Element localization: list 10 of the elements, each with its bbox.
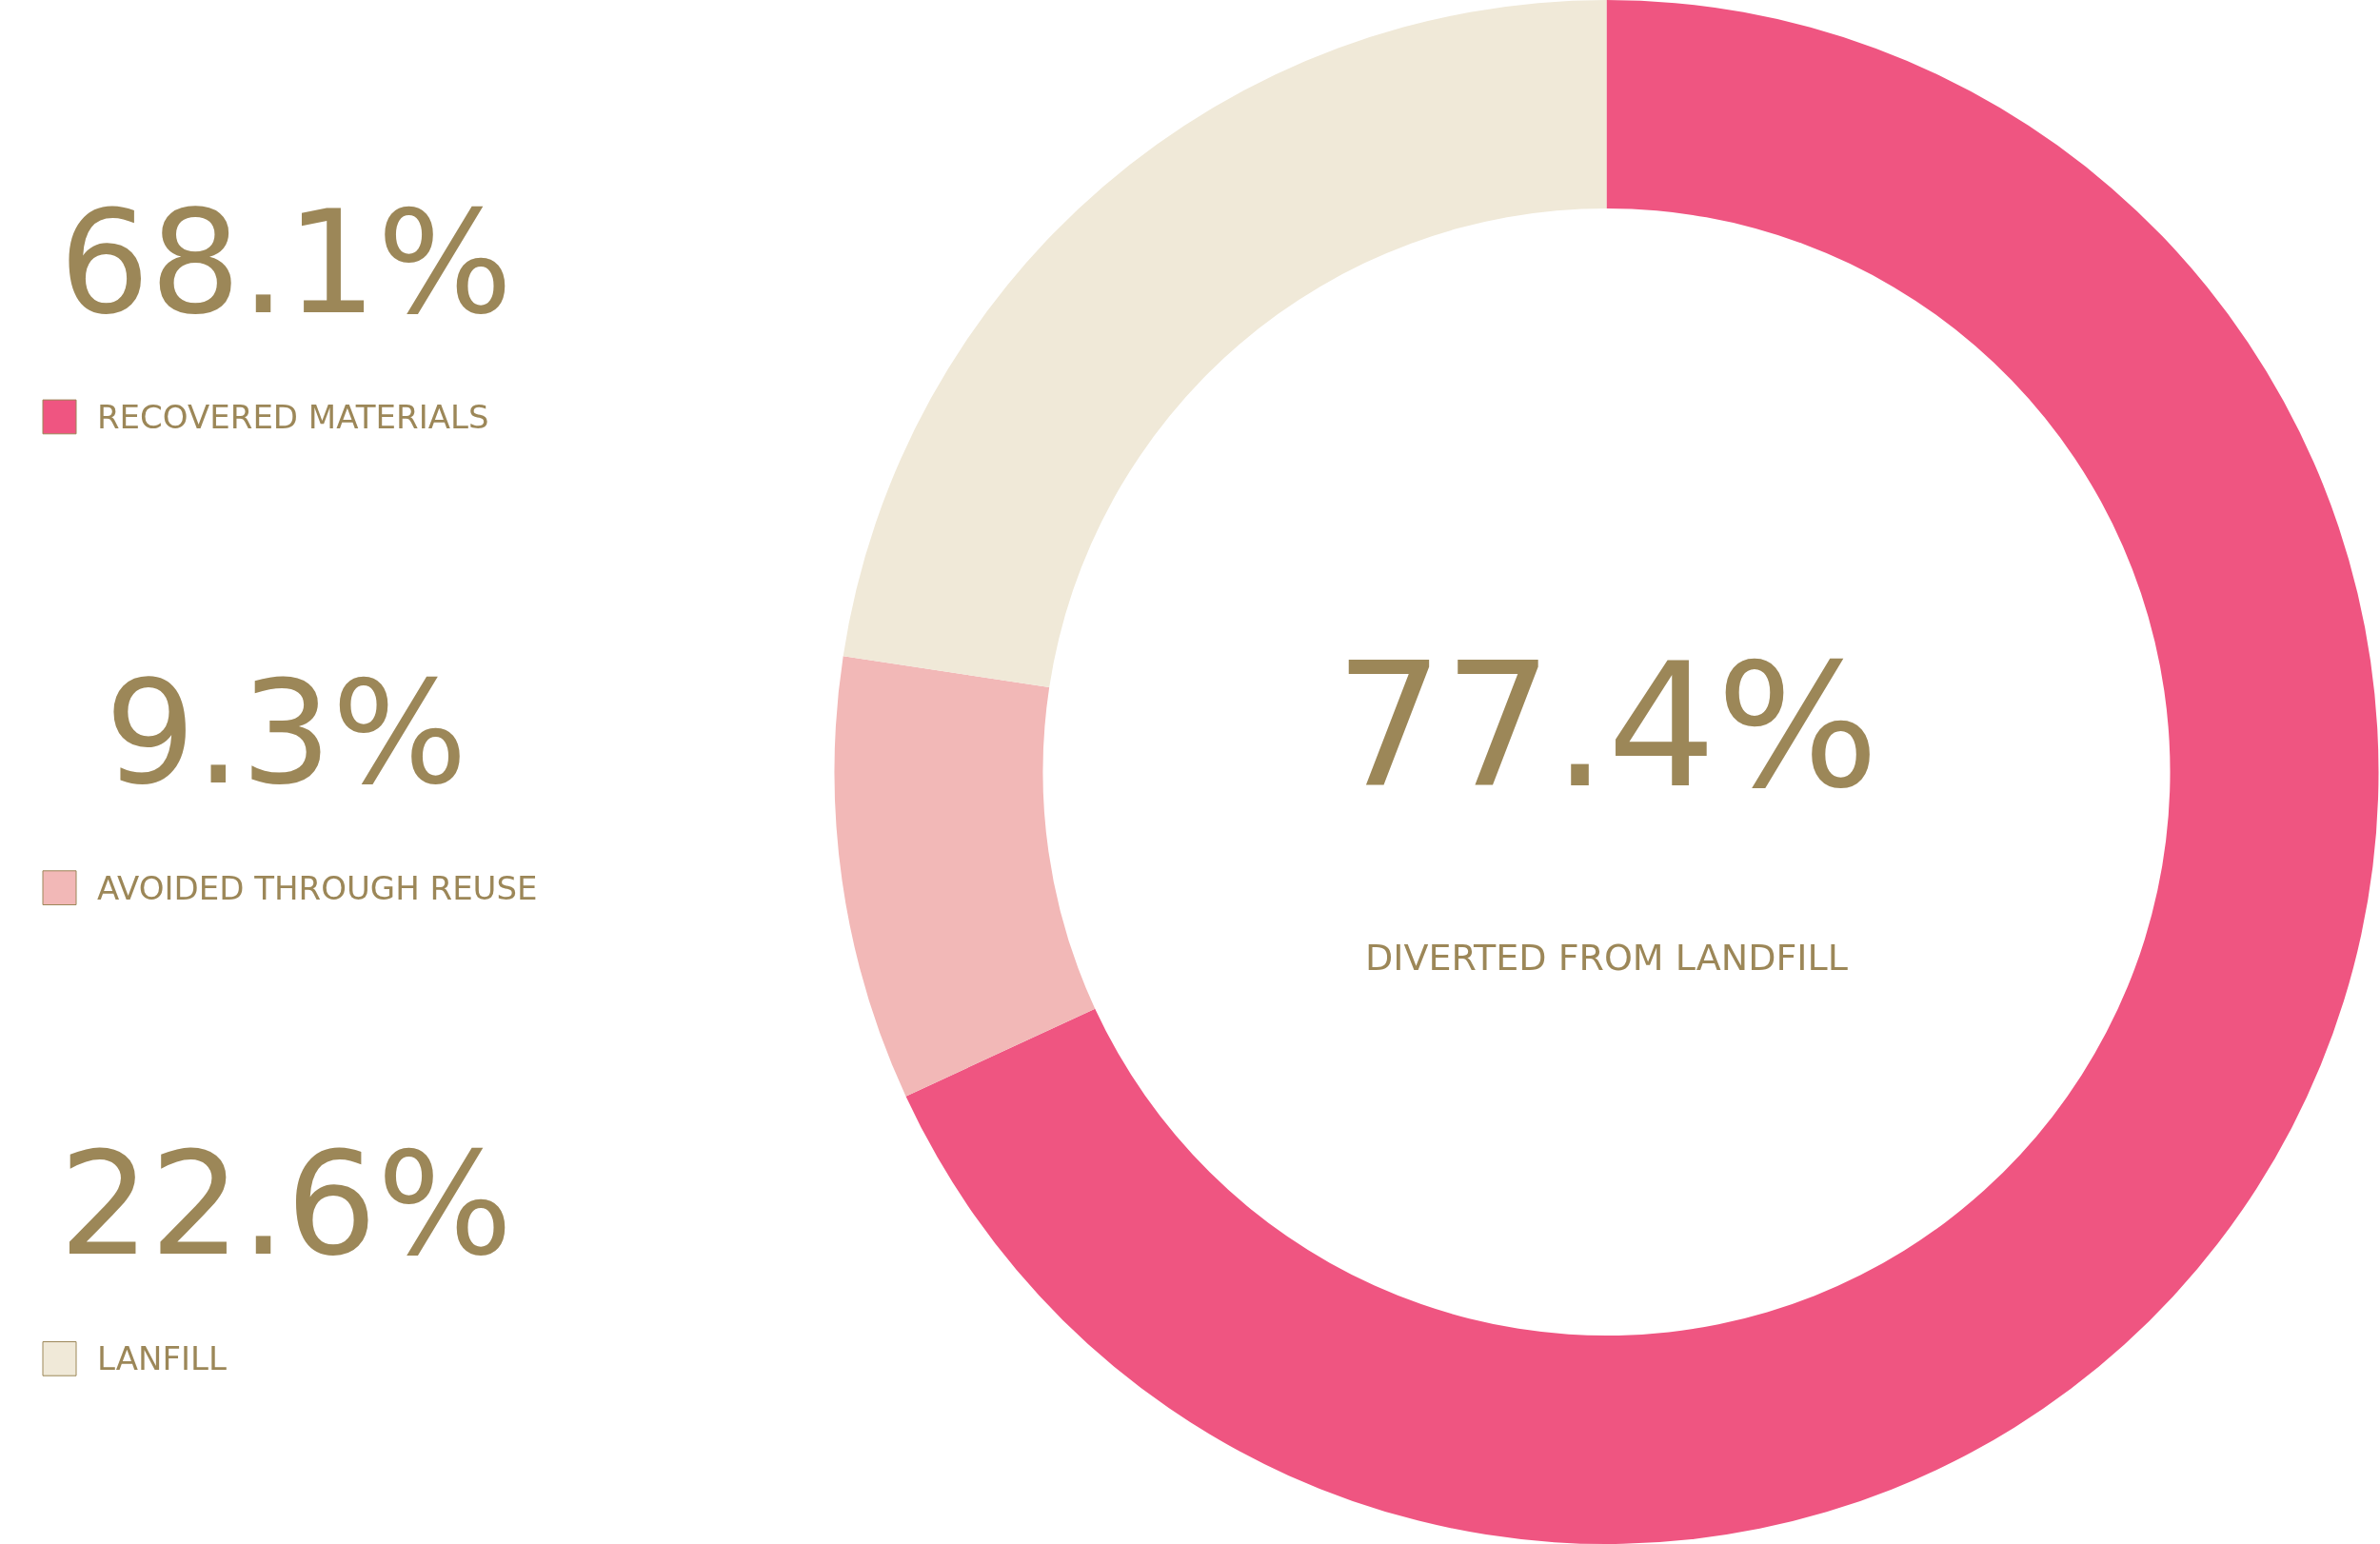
text: 77.4%	[1335, 626, 1879, 825]
data-label: 68.1%	[59, 180, 513, 346]
text: DIVERTED FROM LANDFILL	[1365, 937, 1848, 979]
legend-label: RECOVERED MATERIALS	[97, 398, 489, 436]
legend-label: LANFILL	[97, 1339, 227, 1377]
donut-slice	[834, 656, 1096, 1097]
donut-slice	[905, 0, 2379, 1544]
data-label: 9.3%	[105, 650, 468, 816]
legend-label: AVOIDED THROUGH REUSE	[97, 869, 538, 907]
data-label: 22.6%	[59, 1121, 513, 1287]
